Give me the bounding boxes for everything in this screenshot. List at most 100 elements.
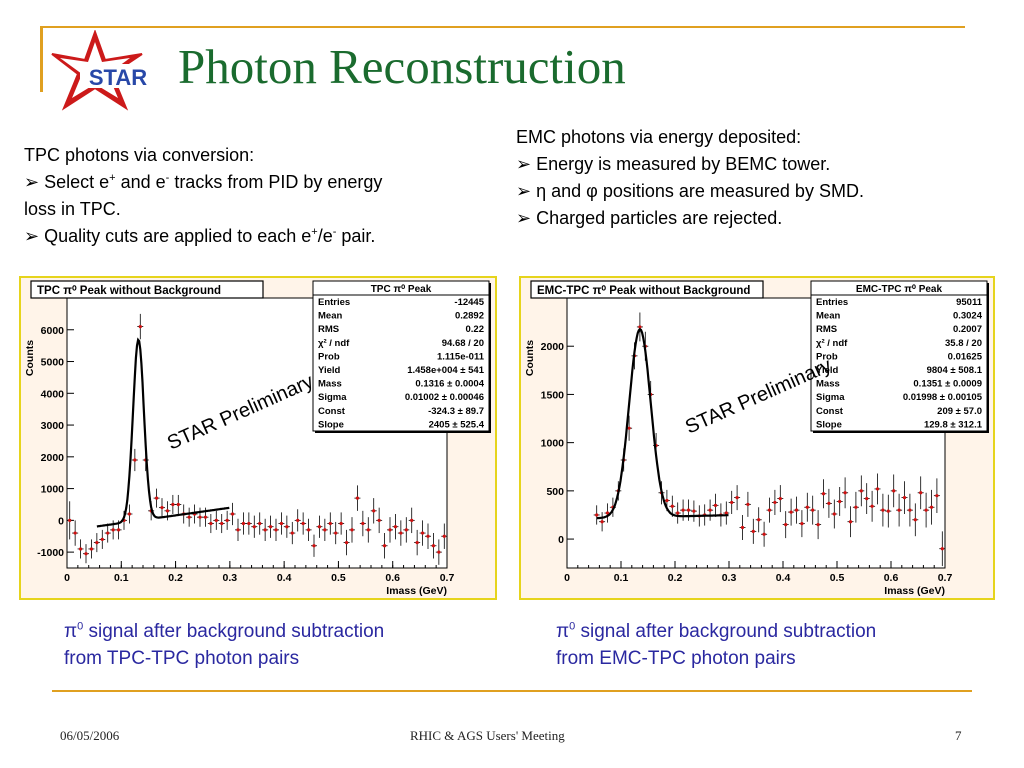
data-point — [832, 512, 836, 516]
stats-title: EMC-TPC π⁰ Peak — [856, 284, 943, 295]
data-point — [773, 500, 777, 505]
x-tick-label: 0.1 — [114, 572, 129, 584]
stats-value: 0.22 — [466, 324, 485, 335]
data-point — [252, 525, 256, 529]
data-point — [73, 531, 77, 535]
data-point — [420, 531, 425, 535]
data-point — [410, 518, 414, 522]
fit-curve — [96, 337, 230, 528]
chart-title-box — [30, 280, 264, 299]
stats-value: 209 ± 57.0 — [937, 406, 982, 417]
left-text-block: TPC photons via conversion: ➢ Select e+ … — [24, 142, 382, 250]
chart-title-box — [530, 280, 764, 299]
stats-value: 1.458e+004 ± 541 — [407, 365, 485, 376]
data-point — [692, 509, 696, 513]
stats-value: 129.8 ± 312.1 — [924, 419, 983, 430]
stats-value: 9804 ± 508.1 — [927, 365, 983, 376]
data-point — [382, 544, 387, 548]
x-tick-label: 0.1 — [614, 572, 629, 584]
data-point — [848, 520, 853, 524]
stats-key: Prob — [318, 351, 340, 362]
x-tick-label: 0.3 — [722, 572, 737, 584]
data-point — [627, 426, 631, 430]
data-point — [605, 511, 610, 515]
y-tick-label: 0 — [58, 515, 64, 527]
right-text-line-3: ➢ η and φ positions are measured by SMD. — [516, 181, 864, 201]
data-point — [740, 525, 745, 530]
data-point — [881, 508, 885, 512]
y-tick-label: 1000 — [41, 484, 65, 496]
data-point — [171, 502, 175, 507]
title-accent-line — [40, 26, 965, 28]
data-point — [892, 489, 896, 493]
data-point — [160, 506, 164, 510]
stats-key: Sigma — [816, 392, 845, 403]
tpc-plot-frame: TPC π⁰ Peak without Background 0 0.1 0.2 0.3… — [19, 276, 497, 600]
data-point — [442, 534, 446, 538]
x-tick-label: 0.2 — [168, 572, 183, 584]
stats-key: Mean — [318, 311, 342, 322]
data-point — [686, 508, 691, 512]
data-point — [935, 494, 939, 498]
data-point — [209, 521, 213, 526]
data-point — [805, 505, 809, 509]
bullet-icon: ➢ — [516, 181, 532, 201]
bullet-icon: ➢ — [24, 172, 40, 192]
stats-box — [810, 280, 988, 432]
bullet-icon: ➢ — [516, 154, 532, 174]
data-point — [68, 518, 72, 522]
x-tick-label: 0.3 — [223, 572, 238, 584]
data-point — [285, 525, 289, 529]
data-point — [940, 547, 944, 551]
data-point — [778, 496, 782, 501]
stats-key: Sigma — [318, 392, 347, 403]
stats-key: χ² / ndf — [318, 338, 350, 349]
stats-key: Const — [318, 406, 346, 417]
y-axis-label: Counts — [524, 340, 536, 376]
data-point — [929, 505, 934, 509]
data-point — [708, 508, 712, 512]
stats-key: Prob — [816, 351, 838, 362]
data-point — [84, 552, 88, 556]
data-point — [225, 518, 229, 522]
footer-meeting: RHIC & AGS Users' Meeting — [410, 728, 565, 743]
stats-key: RMS — [318, 324, 339, 335]
y-tick-label: 3000 — [41, 420, 65, 432]
data-point — [827, 501, 831, 505]
data-point — [203, 515, 208, 519]
stats-value: 0.1351 ± 0.0009 — [913, 379, 982, 390]
x-tick-label: 0.7 — [440, 572, 455, 584]
right-text-line-1: EMC photons via energy deposited: — [516, 127, 802, 147]
data-point — [924, 508, 928, 512]
logo-text: STAR — [89, 65, 147, 90]
data-point — [399, 531, 403, 535]
data-point — [301, 521, 305, 526]
y-axis-label: Counts — [24, 340, 36, 376]
data-point — [214, 518, 218, 522]
footer-page-number: 7 — [955, 728, 962, 743]
right-caption: π0 signal after background subtraction f… — [556, 620, 877, 669]
data-point — [355, 496, 360, 500]
x-tick-label: 0.5 — [830, 572, 845, 584]
data-point — [665, 498, 669, 503]
slide-title: Photon Reconstruction — [178, 39, 626, 94]
emc-plot-frame: EMC-TPC π⁰ Peak without Background 0 0.1 0.… — [519, 276, 995, 600]
footer-accent-line — [52, 690, 972, 692]
stats-key: Mean — [816, 311, 840, 322]
data-point — [100, 537, 104, 542]
data-point — [843, 491, 847, 495]
x-tick-label: 0.7 — [938, 572, 953, 584]
data-point — [230, 512, 235, 516]
left-text-line-2: ➢ Select e+ and e- tracks from PID by en… — [24, 172, 383, 192]
data-point — [908, 508, 912, 512]
data-point — [762, 532, 766, 536]
stats-value: 0.2892 — [455, 311, 484, 322]
left-text-line-4: ➢ Quality cuts are applied to each e+/e-… — [24, 226, 376, 246]
data-point — [757, 518, 761, 522]
stats-key: Mass — [816, 379, 840, 390]
data-point — [437, 550, 441, 554]
stats-value: 0.2007 — [953, 324, 982, 335]
data-point — [426, 534, 430, 538]
right-text-line-4: ➢ Charged particles are rejected. — [516, 208, 783, 228]
data-point — [811, 508, 815, 512]
